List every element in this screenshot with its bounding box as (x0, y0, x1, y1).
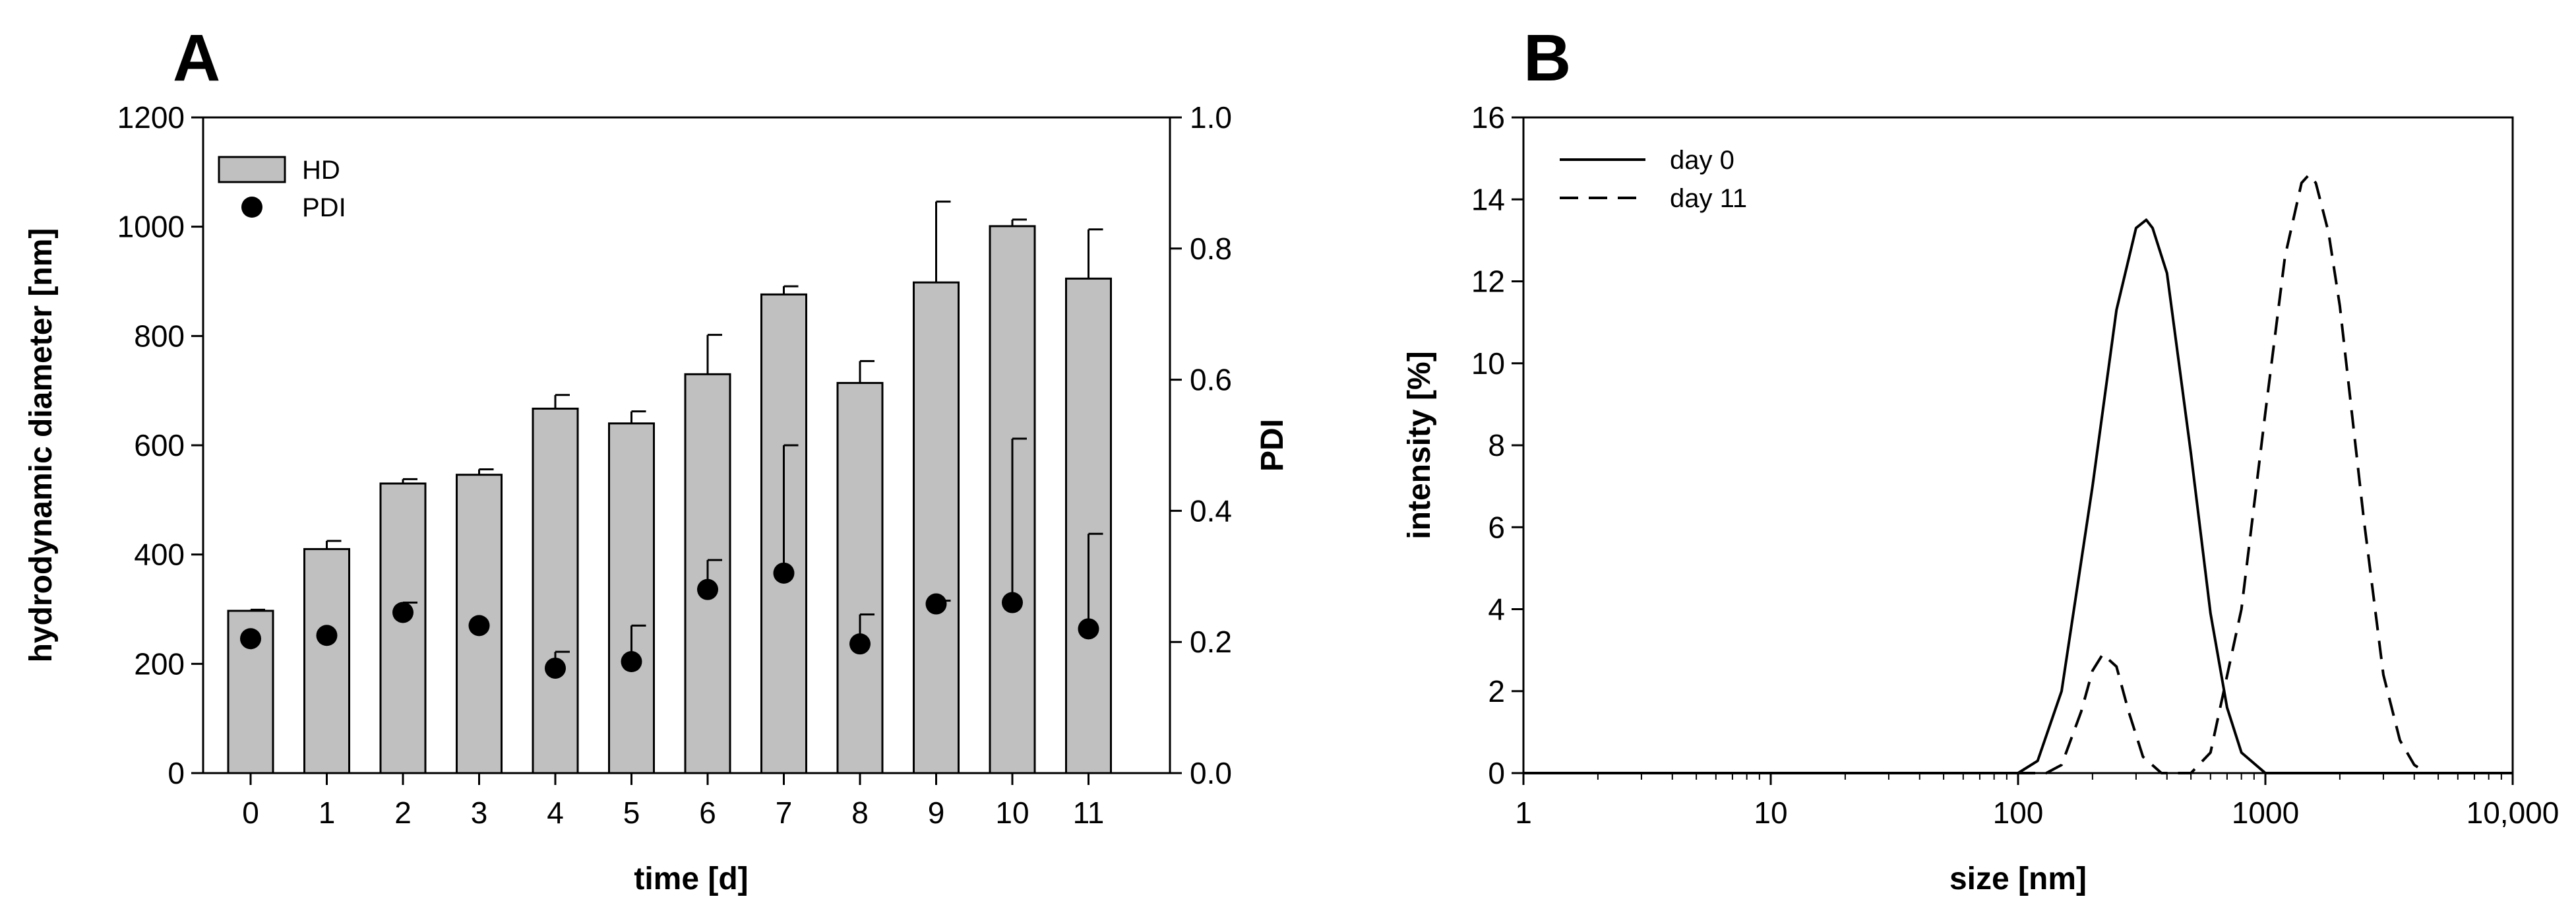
panel-a-label: A (173, 21, 220, 95)
legend-label-pdi: PDI (302, 193, 346, 222)
legend-bar-swatch (218, 156, 286, 183)
y-tick-label: 16 (1471, 100, 1505, 135)
pdi-marker (545, 657, 566, 679)
x-tick-label: 3 (471, 796, 488, 830)
y-axis-left-ticks: 0 200 400 600 800 1000 1200 (117, 100, 203, 790)
x-tick-label: 10 (1754, 796, 1787, 830)
hd-bar (608, 422, 655, 774)
hd-bar (303, 547, 350, 774)
y-axis-label: intensity [%] (1402, 351, 1437, 539)
x-tick-label: 11 (1073, 796, 1105, 830)
hd-bars (227, 225, 1112, 774)
pdi-markers (240, 562, 1099, 679)
pdi-marker (316, 625, 338, 646)
y2-tick-label: 1.0 (1190, 100, 1232, 135)
y-axis-right-ticks: 0.0 0.2 0.4 0.6 0.8 1.0 (1170, 100, 1232, 790)
pdi-marker (392, 602, 414, 623)
legend-dot-swatch (241, 197, 262, 218)
day-11-line (1523, 173, 2513, 774)
y-tick-label: 800 (134, 319, 185, 353)
x-tick-label: 7 (776, 796, 793, 830)
hd-bar (1065, 277, 1112, 774)
y2-tick-label: 0.8 (1190, 232, 1232, 266)
y-tick-label: 10 (1471, 346, 1505, 381)
pdi-marker (1078, 618, 1099, 640)
legend-label-day0: day 0 (1670, 146, 1734, 175)
x-tick-label: 2 (394, 796, 412, 830)
x-tick-label: 8 (851, 796, 869, 830)
pdi-marker (1002, 592, 1023, 613)
y-tick-label: 0 (1488, 756, 1505, 790)
y-tick-label: 400 (134, 538, 185, 572)
pdi-marker (240, 628, 261, 650)
y-tick-label: 6 (1488, 510, 1505, 544)
legend-label-day11: day 11 (1670, 184, 1747, 213)
x-axis-ticks: 1 10 100 1000 10,000 (1515, 773, 2559, 830)
y-tick-label: 14 (1471, 182, 1505, 216)
x-tick-label: 10 (995, 796, 1029, 830)
legend: day 0 day 11 (1560, 146, 1747, 213)
y-tick-label: 2 (1488, 674, 1505, 708)
y-axis-label: hydrodynamic diameter [nm] (24, 228, 59, 663)
y2-tick-label: 0.4 (1190, 493, 1232, 528)
panel-b-label: B (1523, 21, 1571, 95)
y-tick-label: 1000 (117, 210, 185, 244)
panel-b-frame (1522, 116, 2514, 774)
x-axis-label: time [d] (634, 861, 748, 896)
day-0-line (1523, 218, 2513, 774)
pdi-marker (925, 593, 947, 615)
x-axis-ticks: 0 1 2 3 4 5 6 7 8 9 10 11 (242, 773, 1104, 830)
pdi-marker (849, 633, 871, 655)
y2-tick-label: 0.6 (1190, 363, 1232, 397)
y-tick-label: 1200 (117, 100, 185, 135)
hd-bar (836, 382, 884, 774)
x-tick-label: 100 (1993, 796, 2044, 830)
legend-label-hd: HD (302, 156, 340, 185)
pdi-marker (697, 579, 718, 600)
x-tick-label: 0 (242, 796, 259, 830)
x-tick-label: 1 (1515, 796, 1532, 830)
legend: HD PDI (218, 156, 346, 222)
y2-axis-label: PDI (1255, 419, 1290, 472)
x-tick-label: 5 (623, 796, 640, 830)
y2-tick-label: 0.2 (1190, 625, 1232, 659)
y-tick-label: 0 (168, 756, 185, 790)
pdi-marker (468, 615, 490, 637)
x-tick-label: 1 (319, 796, 336, 830)
pdi-marker (773, 562, 795, 584)
x-tick-label: 4 (547, 796, 564, 830)
y-tick-label: 8 (1488, 428, 1505, 462)
y-axis-ticks: 0 2 4 6 8 10 12 14 16 (1471, 100, 1523, 790)
panel-a-chart: A 0 200 400 600 800 1000 1200 0.0 0.2 0.4 0.6 0.8 1… (24, 21, 1290, 896)
hd-bar (379, 482, 427, 774)
pdi-marker (621, 651, 642, 673)
error-bars (249, 201, 1103, 668)
y-tick-label: 600 (134, 428, 185, 462)
x-tick-label: 9 (928, 796, 945, 830)
x-tick-label: 6 (699, 796, 716, 830)
size-distribution-lines (1523, 173, 2513, 774)
y-tick-label: 200 (134, 646, 185, 681)
y2-tick-label: 0.0 (1190, 756, 1232, 790)
y-tick-label: 4 (1488, 592, 1505, 627)
x-axis-label: size [nm] (1949, 861, 2087, 896)
x-tick-label: 10,000 (2467, 796, 2560, 830)
x-tick-label: 1000 (2232, 796, 2299, 830)
hd-bar (532, 408, 579, 774)
hd-bar (913, 281, 960, 774)
panel-b-chart: B 0 2 4 6 8 10 12 14 16 1 10 100 1000 10,000 size [n… (1402, 21, 2559, 896)
y-tick-label: 12 (1471, 265, 1505, 299)
